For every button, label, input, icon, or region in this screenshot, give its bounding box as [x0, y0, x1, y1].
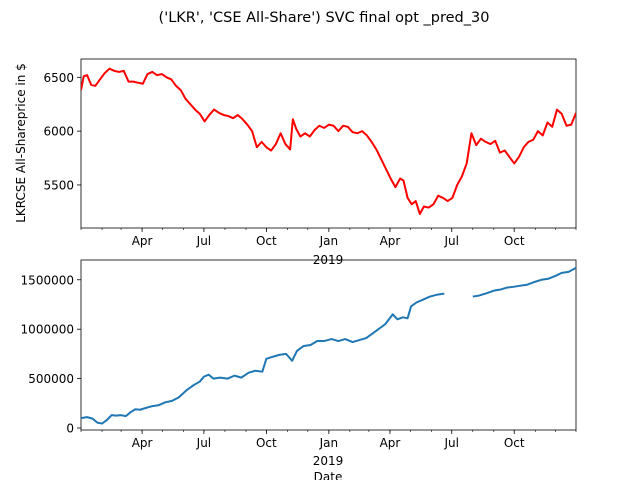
x-tick-label: Jan	[319, 234, 339, 248]
x-tick-label: Oct	[504, 436, 525, 450]
bottom-axes: Apr Jul Oct Jan Apr Jul Oct 0 500000 1000000 15000…	[21, 259, 577, 450]
y-tick-label: 6000	[43, 125, 74, 139]
x-tick-label: Oct	[256, 234, 277, 248]
y-tick-label: 0	[66, 422, 74, 436]
x-tick-label: Jul	[196, 234, 211, 248]
series-line	[81, 292, 445, 425]
x-tick-label: Apr	[380, 436, 401, 450]
top-axes: Apr Jul Oct Jan Apr Jul Oct 5500 6000 6500	[43, 58, 577, 248]
chart-title: ('LKR', 'CSE All-Share') SVC final opt _…	[159, 10, 490, 26]
y-tick-label: 1500000	[21, 273, 74, 287]
top-y-axis-label: LKRCSE All-Shareprice in $	[14, 63, 28, 223]
x-tick-label: Jul	[443, 436, 458, 450]
x-tick-label: Jul	[196, 436, 211, 450]
plot-frame	[80, 259, 577, 431]
x-tick-label: Oct	[504, 234, 525, 248]
x-tick-label: Oct	[256, 436, 277, 450]
series-line	[81, 67, 576, 216]
x-tick-label: Apr	[132, 436, 153, 450]
bottom-x-axis-label: Date	[314, 470, 343, 480]
y-tick-label: 6500	[43, 71, 74, 85]
x-tick-label: Jul	[443, 234, 458, 248]
y-tick-label: 5500	[43, 178, 74, 192]
bottom-x-axis-year: 2019	[313, 454, 344, 468]
x-tick-label: Jan	[319, 436, 339, 450]
plot-frame	[80, 58, 577, 229]
x-tick-label: Apr	[380, 234, 401, 248]
x-tick-label: Apr	[132, 234, 153, 248]
series-line	[472, 267, 576, 298]
y-tick-label: 1000000	[21, 323, 74, 337]
y-tick-label: 500000	[28, 372, 74, 386]
